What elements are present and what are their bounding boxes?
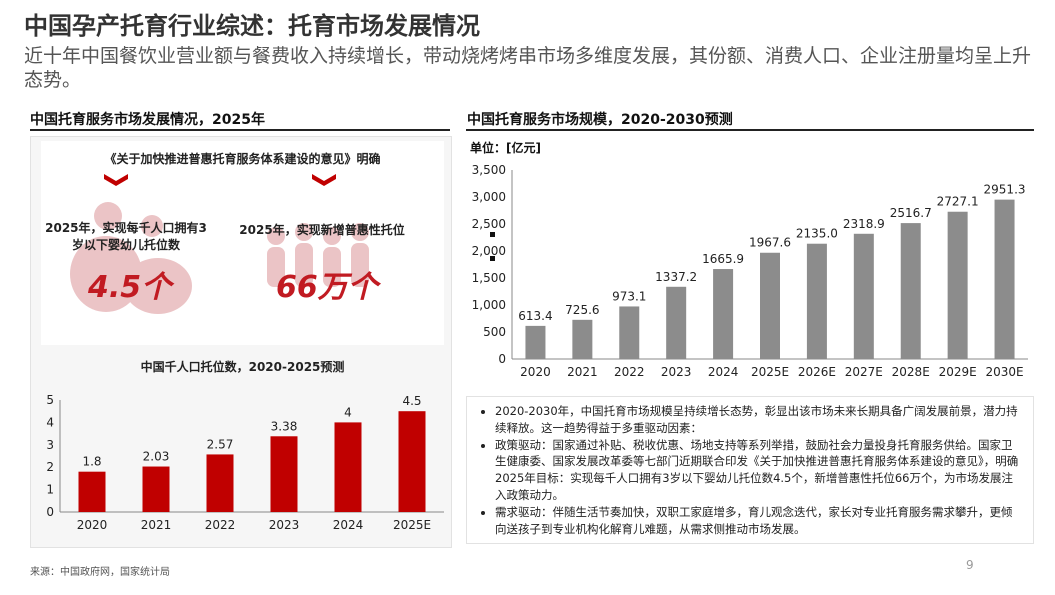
unit-label: 单位：[亿元] xyxy=(470,141,541,155)
left-chart-title: 中国千人口托位数，2020-2025预测 xyxy=(140,360,345,374)
bar xyxy=(334,422,362,512)
note-item: 需求驱动：伴随生活节奏加快，双职工家庭增多，育儿观念迭代，家长对专业托育服务需求… xyxy=(495,504,1023,538)
y-tick-label: 2 xyxy=(46,460,54,474)
beds-bar-chart: 0 1 2 3 4 5 1.8 2020 2.03 2021 2.57 2022 3.38 2023 4 20… xyxy=(46,393,444,532)
stat1-value: 4.5个 xyxy=(88,270,172,305)
note-item: 2020-2030年，中国托育市场规模呈持续增长态势，彰显出该市场未来长期具备广… xyxy=(495,403,1023,437)
stat1-label: 2025年，实现每千人口拥有3岁以下婴幼儿托位数 xyxy=(45,221,207,252)
x-tick-label: 2022 xyxy=(614,365,645,379)
data-label: 1665.9 xyxy=(702,252,744,266)
bar xyxy=(78,471,106,512)
y-tick-label: 2,000 xyxy=(472,244,506,258)
y-tick-label: 0 xyxy=(46,505,54,519)
bar xyxy=(142,466,170,512)
page-number: 9 xyxy=(966,558,974,572)
notes-box: 2020-2030年，中国托育市场规模呈持续增长态势，彰显出该市场未来长期具备广… xyxy=(466,396,1034,544)
bar xyxy=(947,211,968,359)
data-label: 4 xyxy=(344,405,352,419)
right-section-title: 中国托育服务市场规模，2020-2030预测 xyxy=(467,112,733,128)
x-tick-label: 2024 xyxy=(708,365,739,379)
y-tick-label: 3,500 xyxy=(472,163,506,177)
x-tick-label: 2026E xyxy=(798,365,836,379)
bar xyxy=(666,286,687,359)
source-note: 来源：中国政府网，国家统计局 xyxy=(30,567,170,578)
x-tick-label: 2021 xyxy=(141,518,172,532)
note-item: 政策驱动：国家通过补贴、税收优惠、场地支持等系列举措，鼓励社会力量投身托育服务供… xyxy=(495,437,1023,504)
bar xyxy=(760,252,780,359)
data-label: 2318.9 xyxy=(843,217,885,231)
x-tick-label: 2025E xyxy=(393,518,431,532)
x-tick-label: 2024 xyxy=(333,518,364,532)
data-label: 725.6 xyxy=(565,303,599,317)
y-tick-label: 500 xyxy=(483,325,506,339)
bar xyxy=(619,306,640,359)
data-label: 4.5 xyxy=(402,394,421,408)
data-label: 2.03 xyxy=(143,450,170,464)
stat2-value: 66万个 xyxy=(276,270,378,305)
data-label: 2.57 xyxy=(207,437,234,451)
crowd-silhouette-icon xyxy=(267,223,369,287)
x-tick-label: 2028E xyxy=(892,365,930,379)
bar xyxy=(713,269,734,359)
marker-square xyxy=(490,232,495,237)
page-subtitle: 近十年中国餐饮业营业额与餐费收入持续增长，带动烧烤烤串市场多维度发展，其份额、消… xyxy=(24,45,1032,91)
data-label: 2135.0 xyxy=(796,227,838,241)
x-tick-label: 2025E xyxy=(751,365,789,379)
y-tick-label: 1 xyxy=(46,483,54,497)
bar xyxy=(806,243,827,359)
bar xyxy=(853,233,874,359)
x-tick-label: 2022 xyxy=(205,518,236,532)
x-tick-label: 2021 xyxy=(567,365,598,379)
market-bar-chart: 0 500 1,000 1,500 2,000 2,500 3,000 3,500 613.4 2… xyxy=(472,163,1028,379)
data-label: 2516.7 xyxy=(890,206,932,220)
y-tick-label: 4 xyxy=(46,415,54,429)
left-section-title: 中国托育服务市场发展情况，2025年 xyxy=(30,112,265,128)
bar xyxy=(994,199,1015,359)
bar xyxy=(398,411,426,512)
x-tick-label: 2023 xyxy=(269,518,300,532)
data-label: 973.1 xyxy=(612,289,646,303)
x-tick-label: 2020 xyxy=(77,518,108,532)
bar xyxy=(900,223,921,359)
bar xyxy=(270,436,298,512)
y-tick-label: 3,000 xyxy=(472,190,506,204)
stat2-label: 2025年，实现新增普惠性托位 xyxy=(239,223,405,237)
y-tick-label: 5 xyxy=(46,393,54,407)
bar xyxy=(525,325,546,359)
data-label: 2951.3 xyxy=(984,183,1026,197)
policy-text: 《关于加快推进普惠托育服务体系建设的意见》明确 xyxy=(104,152,381,166)
x-tick-label: 2023 xyxy=(661,365,692,379)
x-tick-label: 2030E xyxy=(985,365,1023,379)
data-label: 1337.2 xyxy=(655,270,697,284)
notes-list: 2020-2030年，中国托育市场规模呈持续增长态势，彰显出该市场未来长期具备广… xyxy=(477,403,1023,537)
y-tick-label: 0 xyxy=(498,352,506,366)
data-label: 1967.6 xyxy=(749,236,791,250)
left-section-divider xyxy=(30,129,450,131)
y-tick-label: 2,500 xyxy=(472,217,506,231)
y-tick-label: 3 xyxy=(46,438,54,452)
data-label: 613.4 xyxy=(518,309,552,323)
y-tick-label: 1,500 xyxy=(472,271,506,285)
data-label: 3.38 xyxy=(271,419,298,433)
x-tick-label: 2020 xyxy=(520,365,551,379)
data-label: 1.8 xyxy=(82,455,101,469)
x-tick-label: 2027E xyxy=(845,365,883,379)
chevron-down-icon xyxy=(312,174,336,186)
marker-square xyxy=(490,256,495,261)
family-silhouette-icon xyxy=(70,202,192,314)
y-tick-label: 1,000 xyxy=(472,298,506,312)
bar xyxy=(572,319,593,359)
chevron-down-icon xyxy=(104,174,128,186)
right-section-divider xyxy=(466,129,1034,131)
page-title: 中国孕产托育行业综述：托育市场发展情况 xyxy=(24,12,480,40)
data-label: 2727.1 xyxy=(937,195,979,209)
bar xyxy=(206,454,234,512)
x-tick-label: 2029E xyxy=(939,365,977,379)
